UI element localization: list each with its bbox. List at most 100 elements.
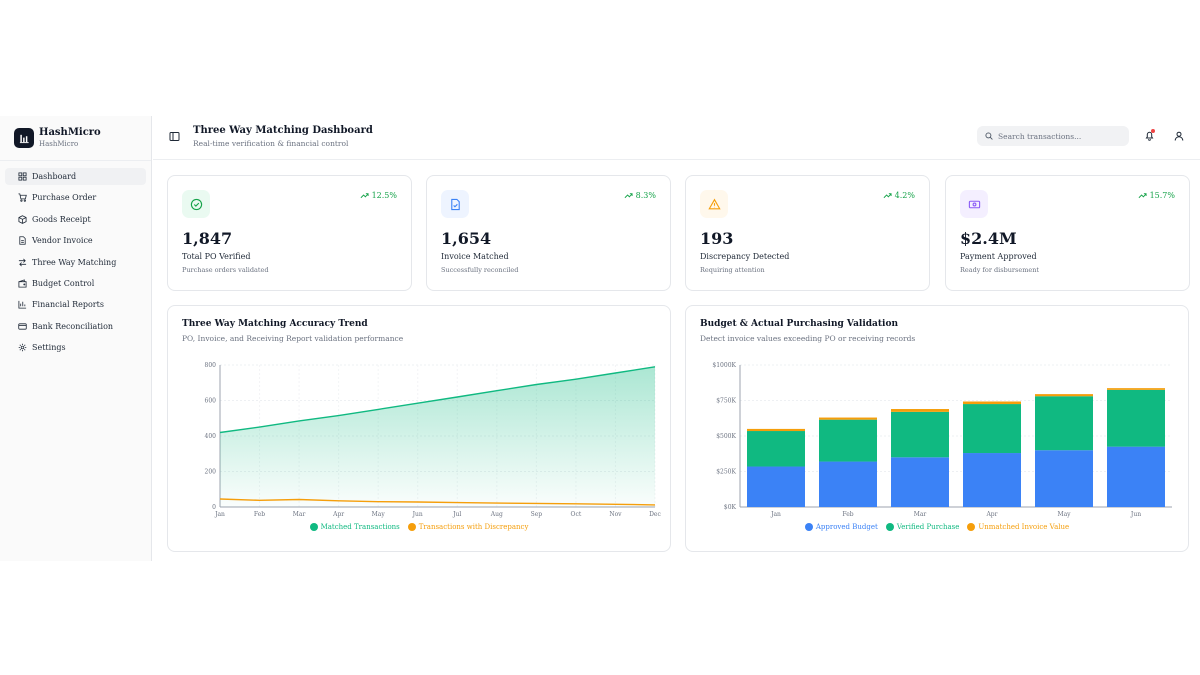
x-tick-label: Jan: [770, 511, 781, 518]
kpi-icon-wrap: [441, 190, 469, 218]
search-icon: [985, 132, 993, 140]
chart-title: Budget & Actual Purchasing Validation: [700, 319, 898, 329]
x-tick-label: Apr: [985, 511, 997, 518]
x-tick-label: Sep: [531, 511, 543, 518]
sidebar-item-label: Budget Control: [32, 278, 95, 288]
sidebar-item-budget-control[interactable]: Budget Control: [5, 275, 146, 292]
x-tick-label: Oct: [571, 511, 582, 518]
check-circle-icon: [190, 198, 202, 210]
bell-icon[interactable]: [1144, 130, 1155, 141]
brand-subtitle: HashMicro: [39, 140, 79, 148]
x-tick-label: Jan: [214, 511, 225, 518]
x-tick-label: Dec: [649, 511, 661, 518]
kpi-card-po-verified[interactable]: 12.5% 1,847 Total PO Verified Purchase o…: [167, 175, 412, 291]
kpi-label: Payment Approved: [960, 252, 1037, 261]
money-icon: [968, 200, 980, 208]
y-tick-label: $250K: [716, 469, 736, 476]
trending-up-icon: [883, 193, 892, 199]
x-tick-label: Jul: [452, 511, 461, 518]
search-box[interactable]: [977, 126, 1129, 146]
kpi-value: 1,654: [441, 229, 492, 248]
warning-icon: [707, 198, 721, 209]
trending-up-icon: [360, 193, 369, 199]
sidebar-item-dashboard[interactable]: Dashboard: [5, 168, 146, 185]
kpi-value: 1,847: [182, 229, 233, 248]
sidebar-item-label: Dashboard: [32, 172, 77, 181]
y-tick-label: $500K: [716, 433, 736, 440]
sidebar-item-settings[interactable]: Settings: [5, 339, 146, 356]
x-tick-label: Feb: [254, 511, 265, 518]
brand[interactable]: HashMicro HashMicro: [0, 116, 151, 161]
kpi-card-payment-approved[interactable]: 15.7% $2.4M Payment Approved Ready for d…: [945, 175, 1190, 291]
sidebar-item-label: Financial Reports: [32, 300, 104, 310]
bar-chart-icon: [18, 301, 27, 309]
legend-item[interactable]: Matched Transactions: [309, 523, 400, 531]
grid-icon: [18, 172, 27, 181]
kpi-icon-wrap: [182, 190, 210, 218]
sidebar-item-label: Goods Receipt: [32, 214, 91, 224]
x-tick-label: Jun: [412, 511, 423, 518]
legend-label: Matched Transactions: [320, 523, 400, 531]
bar-segment: [891, 411, 949, 458]
y-tick-label: 600: [205, 398, 217, 405]
y-tick-label: $750K: [716, 398, 736, 405]
kpi-label: Invoice Matched: [441, 252, 509, 261]
y-tick-label: 800: [205, 362, 217, 369]
file-check-icon: [450, 198, 460, 210]
bar-segment: [819, 417, 877, 420]
legend-label: Approved Budget: [815, 523, 878, 531]
kpi-description: Ready for disbursement: [960, 266, 1040, 274]
sidebar-item-label: Bank Reconciliation: [32, 321, 114, 331]
search-input[interactable]: [998, 131, 1123, 141]
series-line: [219, 498, 656, 506]
top-header: Three Way Matching Dashboard Real-time v…: [153, 116, 1200, 160]
legend-label: Verified Purchase: [896, 523, 960, 531]
legend-label: Transactions with Discrepancy: [418, 523, 529, 531]
x-tick-label: Jun: [1130, 511, 1141, 518]
kpi-card-invoice-matched[interactable]: 8.3% 1,654 Invoice Matched Successfully …: [426, 175, 671, 291]
trend-badge: 8.3%: [624, 191, 656, 200]
budget-stacked-bar-chart[interactable]: $0K $250K $500K $750K $1000K Jan Feb Mar Apr May J…: [686, 306, 1190, 553]
legend-item[interactable]: Transactions with Discrepancy: [407, 523, 529, 531]
sidebar-item-purchase-order[interactable]: Purchase Order: [5, 189, 146, 206]
legend-swatch: [309, 523, 318, 531]
sidebar-item-label: Settings: [32, 343, 66, 353]
chart-legend: Matched Transactions Transactions with Di…: [168, 523, 670, 531]
trend-badge: 12.5%: [360, 191, 397, 200]
sidebar-item-financial-reports[interactable]: Financial Reports: [5, 296, 146, 313]
user-icon[interactable]: [1174, 131, 1184, 141]
bar-segment: [963, 401, 1021, 405]
bar-segment: [747, 428, 805, 432]
sidebar-item-bank-reconciliation[interactable]: Bank Reconciliation: [5, 318, 146, 335]
sidebar-item-vendor-invoice[interactable]: Vendor Invoice: [5, 232, 146, 249]
legend-swatch: [407, 523, 416, 531]
cart-icon: [18, 193, 27, 203]
notification-dot: [1151, 129, 1155, 133]
page-title: Three Way Matching Dashboard: [193, 125, 373, 136]
sidebar-toggle-icon[interactable]: [169, 131, 180, 142]
package-icon: [18, 215, 27, 224]
sidebar-item-label: Three Way Matching: [32, 257, 117, 267]
legend-swatch: [804, 523, 813, 531]
kpi-card-discrepancy[interactable]: 4.2% 193 Discrepancy Detected Requiring …: [685, 175, 930, 291]
bar-segment: [1107, 388, 1165, 390]
kpi-description: Successfully reconciled: [441, 266, 519, 274]
x-tick-label: May: [1057, 511, 1071, 518]
x-tick-label: Nov: [609, 511, 622, 518]
bar-segment: [1035, 396, 1093, 451]
kpi-icon-wrap: [700, 190, 728, 218]
sidebar-item-three-way-matching[interactable]: Three Way Matching: [5, 254, 146, 271]
accuracy-area-chart[interactable]: 0 200 400 600 800 Jan Feb Mar Apr May Jun Jul Aug Sep…: [168, 306, 672, 553]
sidebar-item-goods-receipt[interactable]: Goods Receipt: [5, 211, 146, 228]
legend-item[interactable]: Approved Budget: [804, 523, 878, 531]
y-tick-label: 400: [205, 433, 217, 440]
trending-up-icon: [1138, 193, 1147, 199]
kpi-value: 193: [700, 229, 734, 248]
kpi-icon-wrap: [960, 190, 988, 218]
bar-segment: [747, 431, 805, 467]
x-tick-label: Aug: [490, 511, 503, 518]
legend-item[interactable]: Unmatched Invoice Value: [967, 523, 1069, 531]
app-root: HashMicro HashMicro Dashboard Purchase O…: [0, 116, 1200, 561]
bar-segment: [963, 453, 1021, 507]
legend-item[interactable]: Verified Purchase: [885, 523, 960, 531]
